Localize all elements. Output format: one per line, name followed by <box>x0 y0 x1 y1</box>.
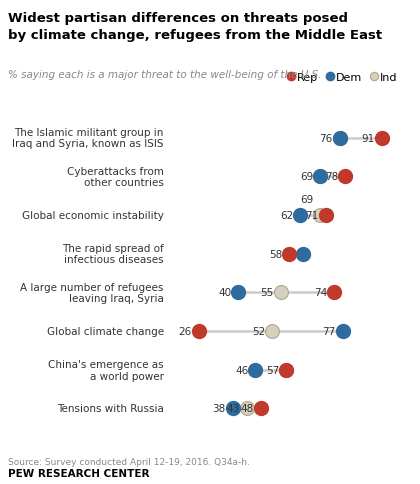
Text: 43: 43 <box>226 404 240 413</box>
Text: 40: 40 <box>218 288 231 298</box>
Text: 46: 46 <box>235 365 248 375</box>
Point <box>300 250 307 258</box>
Text: 74: 74 <box>314 288 327 298</box>
Point <box>252 366 259 374</box>
Point <box>235 289 242 297</box>
Point <box>379 135 386 142</box>
Point <box>323 212 329 219</box>
Point <box>336 135 343 142</box>
Text: 52: 52 <box>252 326 265 336</box>
Point <box>269 328 276 335</box>
Point <box>283 366 290 374</box>
Point <box>277 289 284 297</box>
Point <box>283 366 290 374</box>
Text: Widest partisan differences on threats posed
by climate change, refugees from th: Widest partisan differences on threats p… <box>8 12 383 42</box>
Point <box>196 328 202 335</box>
Point <box>286 250 292 258</box>
Text: 76: 76 <box>320 134 333 143</box>
Text: 78: 78 <box>325 172 339 182</box>
Text: 26: 26 <box>178 326 192 336</box>
Point <box>336 135 343 142</box>
Text: Source: Survey conducted April 12-19, 2016. Q34a-h.: Source: Survey conducted April 12-19, 20… <box>8 456 250 466</box>
Point <box>257 405 264 412</box>
Point <box>339 328 346 335</box>
Text: 62: 62 <box>280 211 293 221</box>
Text: 63: 63 <box>283 249 296 259</box>
Text: 38: 38 <box>213 404 226 413</box>
Point <box>317 212 323 219</box>
Point <box>297 212 304 219</box>
Text: 69: 69 <box>300 195 313 204</box>
Text: % saying each is a major threat to the well-being of the U.S. ...: % saying each is a major threat to the w… <box>8 70 335 80</box>
Text: 57: 57 <box>266 365 279 375</box>
Text: 58: 58 <box>269 249 282 259</box>
Text: 69: 69 <box>300 172 313 182</box>
Point <box>317 173 323 181</box>
Text: 55: 55 <box>260 288 273 298</box>
Text: 77: 77 <box>322 326 336 336</box>
Text: 91: 91 <box>362 134 375 143</box>
Point <box>317 173 323 181</box>
Text: PEW RESEARCH CENTER: PEW RESEARCH CENTER <box>8 468 150 478</box>
Point <box>229 405 236 412</box>
Legend: Rep, Dem, Ind: Rep, Dem, Ind <box>284 68 402 87</box>
Point <box>342 173 349 181</box>
Text: 71: 71 <box>305 211 319 221</box>
Text: 48: 48 <box>241 404 254 413</box>
Point <box>244 405 250 412</box>
Point <box>331 289 338 297</box>
